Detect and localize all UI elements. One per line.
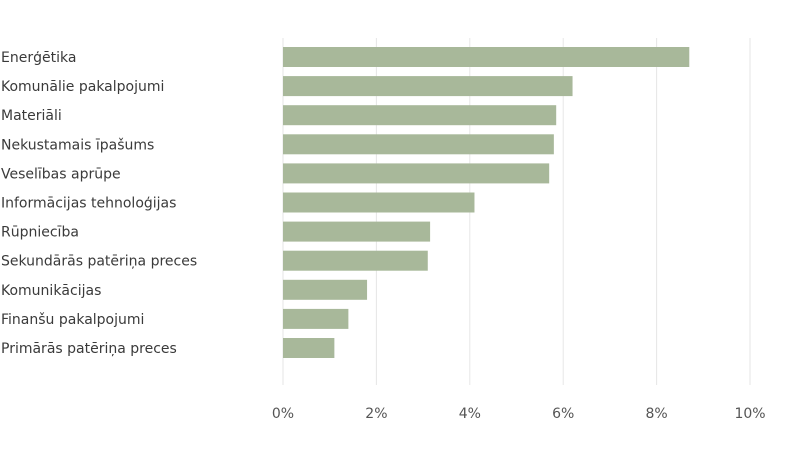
category-labels: Enerģētika Komunālie pakalpojumi Materiāli… [1, 50, 197, 357]
bar [283, 221, 431, 242]
x-tick-label: 2% [365, 406, 387, 422]
bar [283, 105, 557, 126]
bar [283, 76, 573, 97]
bar [283, 47, 690, 67]
category-label: Komunikācijas [1, 283, 101, 299]
category-label: Veselības aprūpe [1, 166, 121, 182]
bars [283, 47, 690, 358]
x-tick-label: 0% [272, 406, 294, 422]
bar [283, 192, 475, 213]
bar [283, 134, 554, 155]
x-axis-tick-labels: 0% 2% 4% 6% 8% 10% [272, 406, 766, 422]
bar [283, 163, 550, 184]
bar [283, 279, 368, 300]
category-label: Primārās patēriņa preces [1, 341, 177, 357]
x-tick-label: 10% [734, 406, 765, 422]
bar [283, 338, 335, 358]
bar [283, 250, 428, 271]
category-label: Komunālie pakalpojumi [1, 79, 164, 95]
category-label: Enerģētika [1, 50, 76, 66]
category-label: Nekustamais īpašums [1, 137, 154, 153]
bar [283, 308, 349, 329]
category-label: Rūpniecība [1, 225, 79, 241]
category-label: Informācijas tehnoloģijas [1, 196, 176, 212]
x-tick-label: 4% [459, 406, 481, 422]
category-label: Sekundārās patēriņa preces [1, 254, 197, 270]
x-tick-label: 8% [645, 406, 667, 422]
x-tick-label: 6% [552, 406, 574, 422]
category-label: Finanšu pakalpojumi [1, 312, 144, 328]
category-label: Materiāli [1, 108, 62, 124]
